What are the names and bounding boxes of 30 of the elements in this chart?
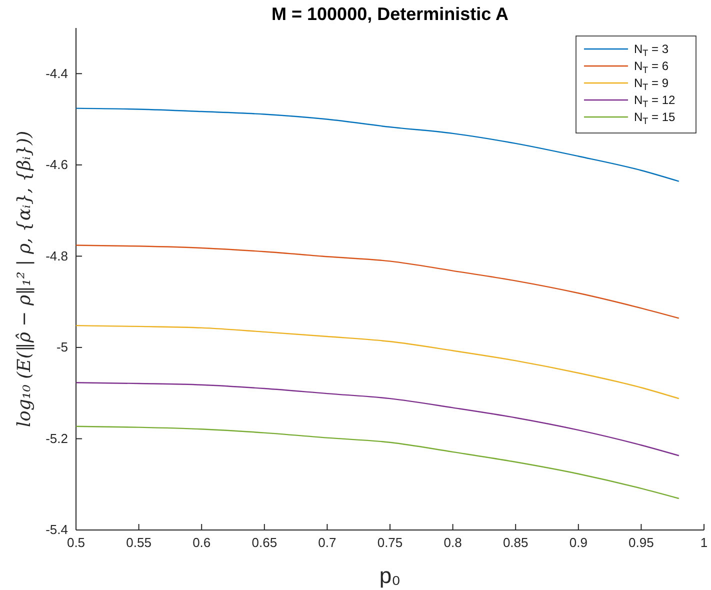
y-tick-label: -4.8 bbox=[46, 248, 68, 264]
line-series bbox=[75, 244, 680, 319]
legend-label: N$_{T}$ = 15 bbox=[634, 110, 676, 126]
legend-label: N$_{T}$ = 9 bbox=[634, 76, 669, 92]
x-tick-label: 0.95 bbox=[628, 535, 654, 550]
y-tick-label: -5 bbox=[56, 340, 68, 355]
x-tick-label: 0.6 bbox=[192, 535, 211, 550]
y-tick-label: -4.4 bbox=[46, 66, 68, 81]
line-series bbox=[75, 382, 680, 456]
x-tick-label: 0.75 bbox=[377, 535, 403, 550]
line-series bbox=[75, 108, 680, 182]
line-series bbox=[75, 324, 680, 400]
y-tick-label: -5.4 bbox=[46, 522, 68, 538]
legend-label: N$_{T}$ = 6 bbox=[634, 59, 669, 75]
x-tick-label: 0.7 bbox=[318, 535, 336, 550]
y-tick-label: -5.2 bbox=[46, 430, 68, 446]
x-tick-label: 0.55 bbox=[126, 535, 152, 550]
x-tick-label: 0.65 bbox=[252, 535, 278, 550]
x-tick-label: 0.9 bbox=[569, 535, 588, 550]
x-axis-title: p₀ bbox=[379, 563, 401, 588]
x-tick-label: 0.85 bbox=[502, 535, 528, 550]
legend-label: N$_{T}$ = 3 bbox=[634, 42, 669, 58]
line-series bbox=[75, 426, 680, 500]
y-tick-label: -4.6 bbox=[46, 157, 68, 172]
chart-title: M = 100000, Deterministic A bbox=[272, 4, 508, 24]
legend-label: N$_{T}$ = 12 bbox=[634, 93, 676, 109]
x-tick-label: 0.5 bbox=[66, 535, 86, 550]
y-axis-title: log₁₀ (E(‖ρ̂ − ρ‖₁² | ρ, {αᵢ}, {βᵢ})) bbox=[14, 130, 35, 428]
x-tick-label: 0.8 bbox=[444, 535, 462, 550]
x-tick-label: 1 bbox=[700, 535, 708, 550]
